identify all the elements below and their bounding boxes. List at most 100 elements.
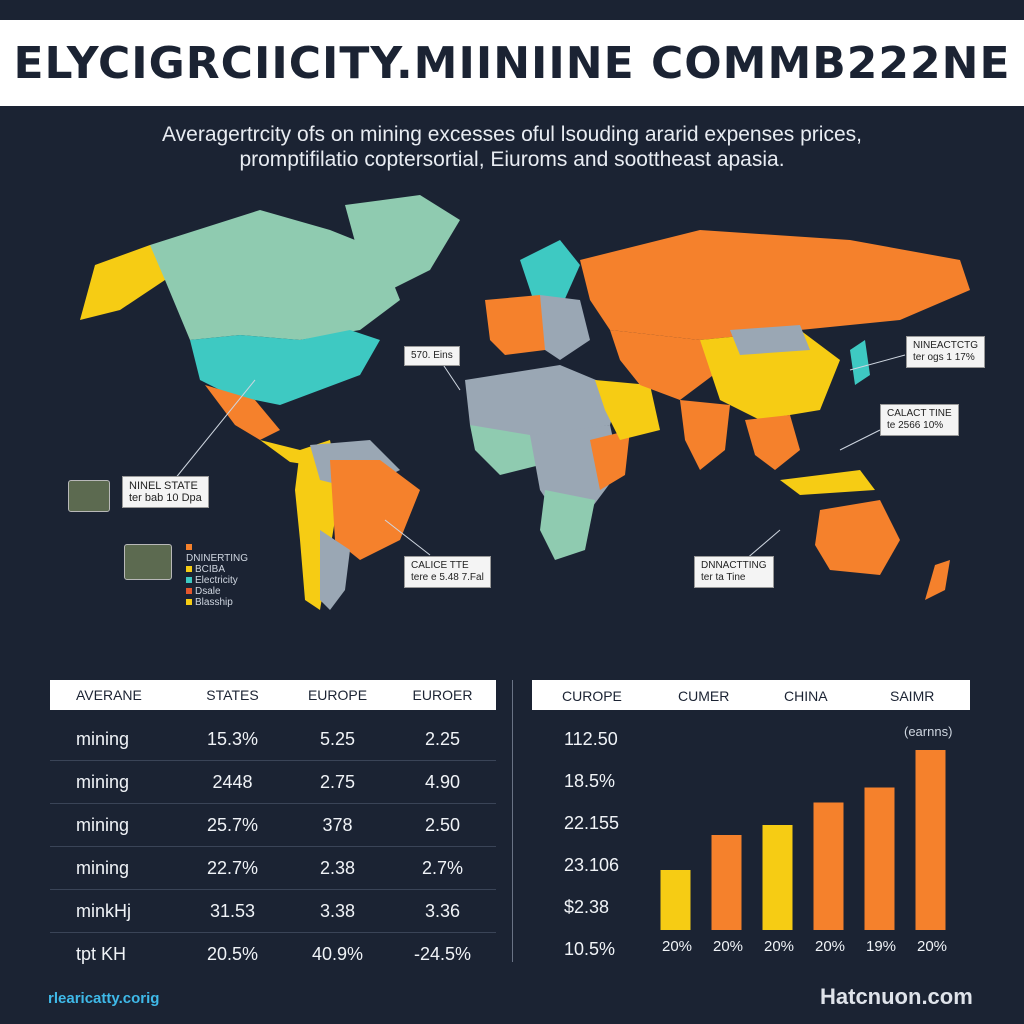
callout-line1: NINEACTCTG bbox=[913, 340, 978, 351]
column-header: CHINA bbox=[784, 688, 828, 704]
map-region-usa bbox=[190, 330, 380, 405]
legend-label: Blasship bbox=[195, 597, 233, 608]
table-cell: 2.50 bbox=[424, 814, 461, 835]
map-region-north-africa bbox=[465, 365, 620, 440]
table-row: mining 15.3% 5.25 2.25 bbox=[50, 718, 496, 761]
callout-line2: te 2566 10% bbox=[887, 420, 944, 431]
map-region-alaska bbox=[80, 245, 175, 320]
table-cell: 22.7% bbox=[206, 857, 259, 878]
bar-panel-values: 112.50 18.5% 22.155 23.106 $2.38 10.5% bbox=[532, 718, 652, 970]
callout-line-2 bbox=[169, 379, 256, 486]
map-region-central-america bbox=[260, 440, 310, 465]
table-cell: tpt KH bbox=[76, 943, 127, 964]
title-bar: ELYCIGRCIICITY.MIINIINE COMMB222NE bbox=[0, 20, 1024, 106]
callout-line-3 bbox=[384, 519, 431, 556]
callout-line2: ter ta Tine bbox=[701, 572, 746, 583]
legend-label: BCIBA bbox=[195, 564, 226, 575]
callout-line2: tere e 5.48 7.Fal bbox=[411, 572, 484, 583]
table-cell: 4.90 bbox=[424, 771, 461, 792]
map-region-greenland bbox=[345, 195, 460, 290]
map-region-central-europe bbox=[540, 295, 590, 360]
column-header: EUROPE bbox=[307, 687, 368, 703]
map-region-mexico bbox=[205, 385, 280, 440]
bar bbox=[711, 835, 742, 930]
map-region-canada bbox=[150, 210, 400, 340]
map-region-scandinavia bbox=[520, 240, 580, 310]
table-cell: 31.53 bbox=[209, 900, 256, 921]
table-cell: -24.5% bbox=[413, 943, 472, 964]
legend-swatch bbox=[186, 588, 192, 594]
bar bbox=[915, 750, 946, 930]
map-region-australia bbox=[815, 500, 900, 575]
column-header: CUROPE bbox=[562, 688, 622, 704]
map-callout: CALICE TTE tere e 5.48 7.Fal bbox=[404, 556, 491, 588]
footer-watermark: Hatcnuon.com bbox=[820, 984, 973, 1009]
callout-line-4 bbox=[849, 354, 906, 371]
map-region-south-america-west bbox=[295, 440, 340, 610]
subtitle: Averagertrcity ofs on mining excesses of… bbox=[80, 122, 944, 172]
legend-label: DNINERTING bbox=[186, 553, 249, 564]
table-row: mining 22.7% 2.38 2.7% bbox=[50, 847, 496, 890]
table-cell: mining bbox=[76, 771, 130, 792]
callout-line1: CALICE TTE bbox=[411, 560, 469, 571]
map-callout: CALACT TINE te 2566 10% bbox=[880, 404, 959, 436]
map-region-arabia bbox=[595, 380, 660, 440]
table-cell: 2.7% bbox=[421, 857, 464, 878]
map-region-southern-africa bbox=[540, 490, 595, 560]
table-cell: 15.3% bbox=[206, 728, 259, 749]
map-region-brazil bbox=[330, 460, 420, 560]
table-cell: mining bbox=[76, 728, 130, 749]
table-cell: 3.36 bbox=[424, 900, 461, 921]
table-cell: 3.38 bbox=[319, 900, 356, 921]
callout-line-6 bbox=[744, 529, 781, 561]
map-region-mongolia bbox=[730, 325, 810, 355]
table-cell: 2448 bbox=[212, 771, 253, 792]
table-cell: mining bbox=[76, 814, 130, 835]
legend-swatch bbox=[186, 577, 192, 583]
map-region-argentina bbox=[320, 530, 350, 610]
map-region-india bbox=[680, 400, 730, 470]
panel-value: 18.5% bbox=[564, 770, 616, 791]
bar-label: 20% bbox=[712, 938, 744, 955]
bar bbox=[813, 802, 844, 930]
column-header: SAIMR bbox=[890, 688, 935, 704]
table-cell: 2.25 bbox=[424, 728, 461, 749]
table-header: AVERANE STATES EUROPE EUROER bbox=[50, 680, 496, 710]
map-region-southeast-asia bbox=[745, 415, 800, 470]
legend-swatch bbox=[186, 544, 192, 550]
panel-value: 23.106 bbox=[564, 854, 620, 875]
legend-item: Electricity bbox=[186, 575, 254, 586]
legend-item: Dsale bbox=[186, 586, 254, 597]
bar bbox=[660, 870, 691, 930]
bar-panel-header: CUROPE CUMER CHINA SAIMR bbox=[532, 680, 970, 710]
subtitle-line-2: promptifilatio coptersortial, Eiuroms an… bbox=[239, 148, 785, 171]
table-cell: 2.38 bbox=[319, 857, 356, 878]
table-cell: 378 bbox=[322, 814, 353, 835]
map-region-central-asia bbox=[610, 330, 720, 400]
callout-line1: 570. Eins bbox=[411, 350, 453, 361]
legend-list: DNINERTING BCIBA Electricity Dsale Blass… bbox=[186, 542, 254, 608]
panel-value: 10.5% bbox=[564, 938, 616, 959]
legend-item: Blasship bbox=[186, 597, 254, 608]
bar-label: 19% bbox=[865, 938, 897, 955]
legend-swatch bbox=[186, 599, 192, 605]
map-callout: NINEL STATE ter bab 10 Dpa bbox=[122, 476, 209, 508]
panel-value: 112.50 bbox=[564, 728, 618, 749]
callout-line1: CALACT TINE bbox=[887, 408, 952, 419]
legend-swatch bbox=[186, 566, 192, 572]
legend-item: BCIBA bbox=[186, 564, 254, 575]
world-map bbox=[80, 195, 970, 610]
bar-label: 20% bbox=[661, 938, 693, 955]
page-title: ELYCIGRCIICITY.MIINIINE COMMB222NE bbox=[13, 37, 1011, 89]
column-header: EUROER bbox=[412, 687, 473, 703]
map-region-japan bbox=[850, 340, 870, 385]
bar-chart-note: (earnns) bbox=[904, 724, 953, 739]
table-cell: 40.9% bbox=[311, 943, 364, 964]
subtitle-line-1: Averagertrcity ofs on mining excesses of… bbox=[162, 123, 862, 146]
map-region-west-africa bbox=[470, 425, 540, 475]
map-region-indonesia bbox=[780, 470, 875, 495]
bar-label: 20% bbox=[916, 938, 948, 955]
column-header: AVERANE bbox=[76, 687, 142, 703]
legend-label: Dsale bbox=[195, 586, 221, 597]
bar bbox=[762, 825, 793, 930]
